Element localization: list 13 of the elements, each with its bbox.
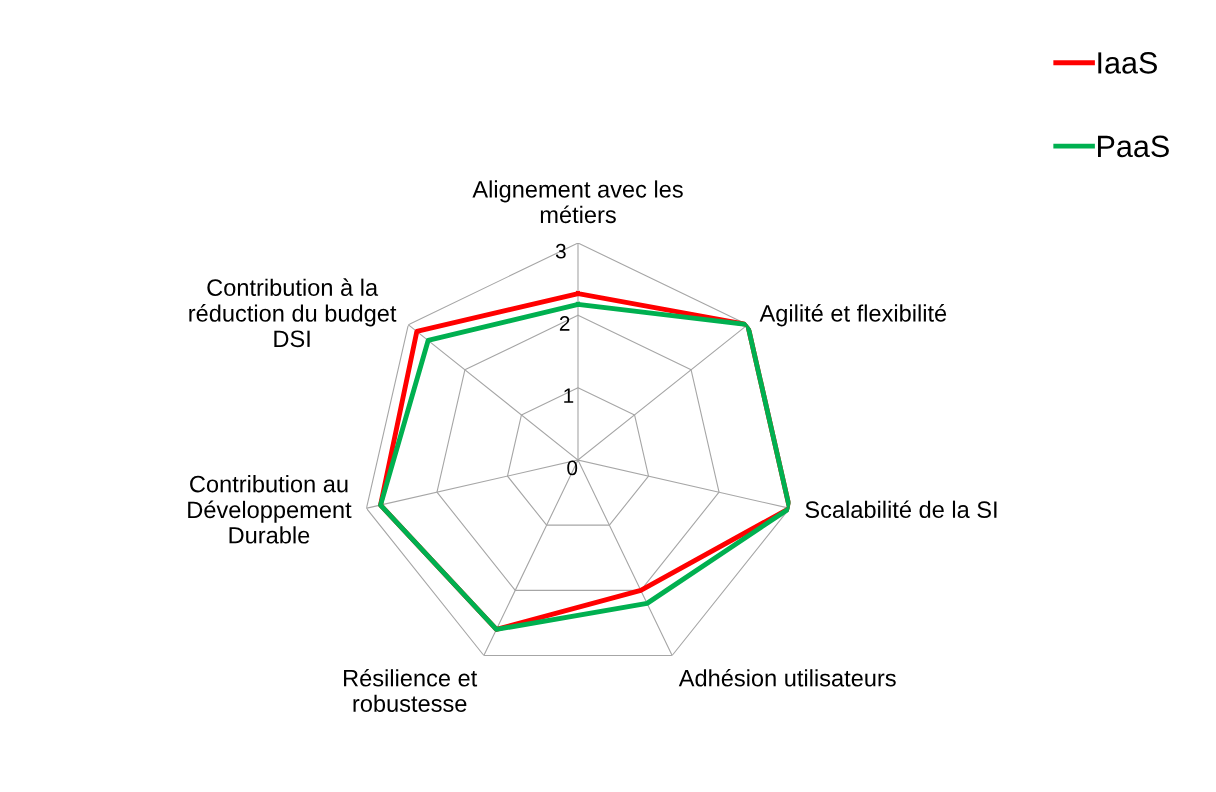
spoke-label: Adhésion utilisateurs bbox=[678, 668, 896, 687]
y-tick-label: 3 bbox=[555, 243, 566, 259]
spoke-label: Agilité et flexibilité bbox=[759, 304, 947, 327]
y-tick-label: 2 bbox=[559, 316, 570, 331]
spoke-label: Scalabilité de la SI bbox=[805, 500, 997, 519]
y-tick-label: 0 bbox=[567, 460, 578, 476]
spoke-label: Résilience et robustesse bbox=[344, 668, 478, 712]
y-tick-label: 1 bbox=[564, 388, 574, 403]
spoke-label: Alignement avec les métiers bbox=[472, 180, 683, 224]
legend-label: IaaS bbox=[1098, 52, 1157, 74]
spoke-label: Contribution au Développement Durable bbox=[188, 475, 352, 544]
spoke-label: Contribution à la réduction du budget DSI bbox=[189, 278, 397, 348]
legend-label: PaaS bbox=[1098, 135, 1169, 158]
